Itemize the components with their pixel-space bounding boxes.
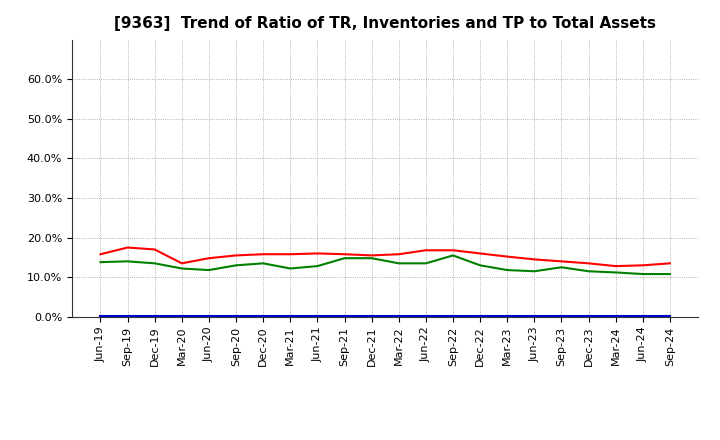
- Trade Receivables: [204, 256, 213, 261]
- Trade Payables: [639, 271, 647, 277]
- Trade Payables: [449, 253, 457, 258]
- Trade Payables: [96, 260, 105, 265]
- Inventories: [341, 314, 349, 319]
- Trade Payables: [150, 260, 159, 266]
- Inventories: [639, 314, 647, 319]
- Trade Receivables: [341, 252, 349, 257]
- Inventories: [204, 314, 213, 319]
- Trade Payables: [232, 263, 240, 268]
- Inventories: [476, 314, 485, 319]
- Trade Receivables: [178, 260, 186, 266]
- Trade Receivables: [557, 259, 566, 264]
- Line: Trade Payables: Trade Payables: [101, 255, 670, 274]
- Trade Receivables: [421, 248, 430, 253]
- Inventories: [96, 314, 105, 319]
- Line: Trade Receivables: Trade Receivables: [101, 247, 670, 266]
- Trade Receivables: [503, 254, 511, 259]
- Trade Receivables: [665, 260, 674, 266]
- Inventories: [150, 314, 159, 319]
- Trade Receivables: [611, 264, 620, 269]
- Trade Payables: [367, 256, 376, 261]
- Trade Payables: [259, 260, 268, 266]
- Title: [9363]  Trend of Ratio of TR, Inventories and TP to Total Assets: [9363] Trend of Ratio of TR, Inventories…: [114, 16, 656, 32]
- Trade Payables: [421, 260, 430, 266]
- Inventories: [286, 314, 294, 319]
- Inventories: [611, 314, 620, 319]
- Trade Receivables: [476, 251, 485, 256]
- Trade Receivables: [96, 252, 105, 257]
- Inventories: [449, 314, 457, 319]
- Trade Payables: [313, 264, 322, 269]
- Trade Payables: [395, 260, 403, 266]
- Trade Payables: [530, 268, 539, 274]
- Trade Receivables: [259, 252, 268, 257]
- Trade Payables: [557, 264, 566, 270]
- Inventories: [232, 314, 240, 319]
- Inventories: [557, 314, 566, 319]
- Trade Payables: [341, 256, 349, 261]
- Inventories: [530, 314, 539, 319]
- Trade Payables: [204, 268, 213, 273]
- Inventories: [367, 314, 376, 319]
- Inventories: [421, 314, 430, 319]
- Inventories: [584, 314, 593, 319]
- Trade Receivables: [395, 252, 403, 257]
- Trade Receivables: [123, 245, 132, 250]
- Inventories: [665, 314, 674, 319]
- Trade Payables: [611, 270, 620, 275]
- Inventories: [123, 314, 132, 319]
- Trade Payables: [178, 266, 186, 271]
- Trade Receivables: [584, 260, 593, 266]
- Trade Payables: [123, 259, 132, 264]
- Inventories: [259, 314, 268, 319]
- Inventories: [313, 314, 322, 319]
- Trade Receivables: [150, 247, 159, 252]
- Trade Payables: [665, 271, 674, 277]
- Trade Receivables: [639, 263, 647, 268]
- Trade Payables: [286, 266, 294, 271]
- Trade Payables: [584, 268, 593, 274]
- Trade Receivables: [449, 248, 457, 253]
- Inventories: [503, 314, 511, 319]
- Trade Receivables: [232, 253, 240, 258]
- Trade Receivables: [286, 252, 294, 257]
- Trade Payables: [476, 263, 485, 268]
- Trade Receivables: [313, 251, 322, 256]
- Inventories: [178, 314, 186, 319]
- Trade Receivables: [367, 253, 376, 258]
- Inventories: [395, 314, 403, 319]
- Trade Payables: [503, 268, 511, 273]
- Trade Receivables: [530, 257, 539, 262]
